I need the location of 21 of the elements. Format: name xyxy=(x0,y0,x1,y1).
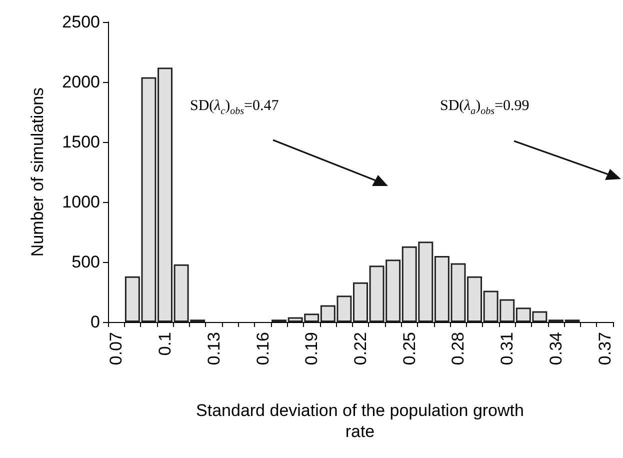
x-tick-label: 0.19 xyxy=(302,332,322,366)
x-tick-label: 0.37 xyxy=(595,332,614,366)
y-tick-label: 1500 xyxy=(62,132,100,152)
x-axis-title: Standard deviation of the population growth rate xyxy=(195,400,525,442)
x-tick-label: 0.1 xyxy=(156,332,175,356)
y-tick-label: 500 xyxy=(72,252,100,272)
x-tick-label: 0.16 xyxy=(253,332,272,366)
x-tick-label: 0.25 xyxy=(400,332,419,366)
x-tick-label: 0.28 xyxy=(448,332,468,366)
x-tick-label: 0.34 xyxy=(546,332,566,366)
x-tick-label: 0.31 xyxy=(498,332,517,366)
x-tick-label: 0.13 xyxy=(204,332,224,366)
annotation: SD(λ$_{c}$)$_{obs}$=0.47 xyxy=(190,98,279,117)
y-axis-title: Number of simulations xyxy=(28,87,47,257)
y-tick-label: 2000 xyxy=(62,72,100,92)
y-tick-label: 0 xyxy=(90,312,100,332)
y-tick-label: 1000 xyxy=(62,192,100,212)
x-tick-label: 0.07 xyxy=(106,332,126,366)
x-tick-label: 0.22 xyxy=(351,332,370,366)
annotation: SD(λ$_{a}$)$_{obs}$=0.99 xyxy=(440,98,530,117)
y-tick-label: 2500 xyxy=(62,12,100,32)
